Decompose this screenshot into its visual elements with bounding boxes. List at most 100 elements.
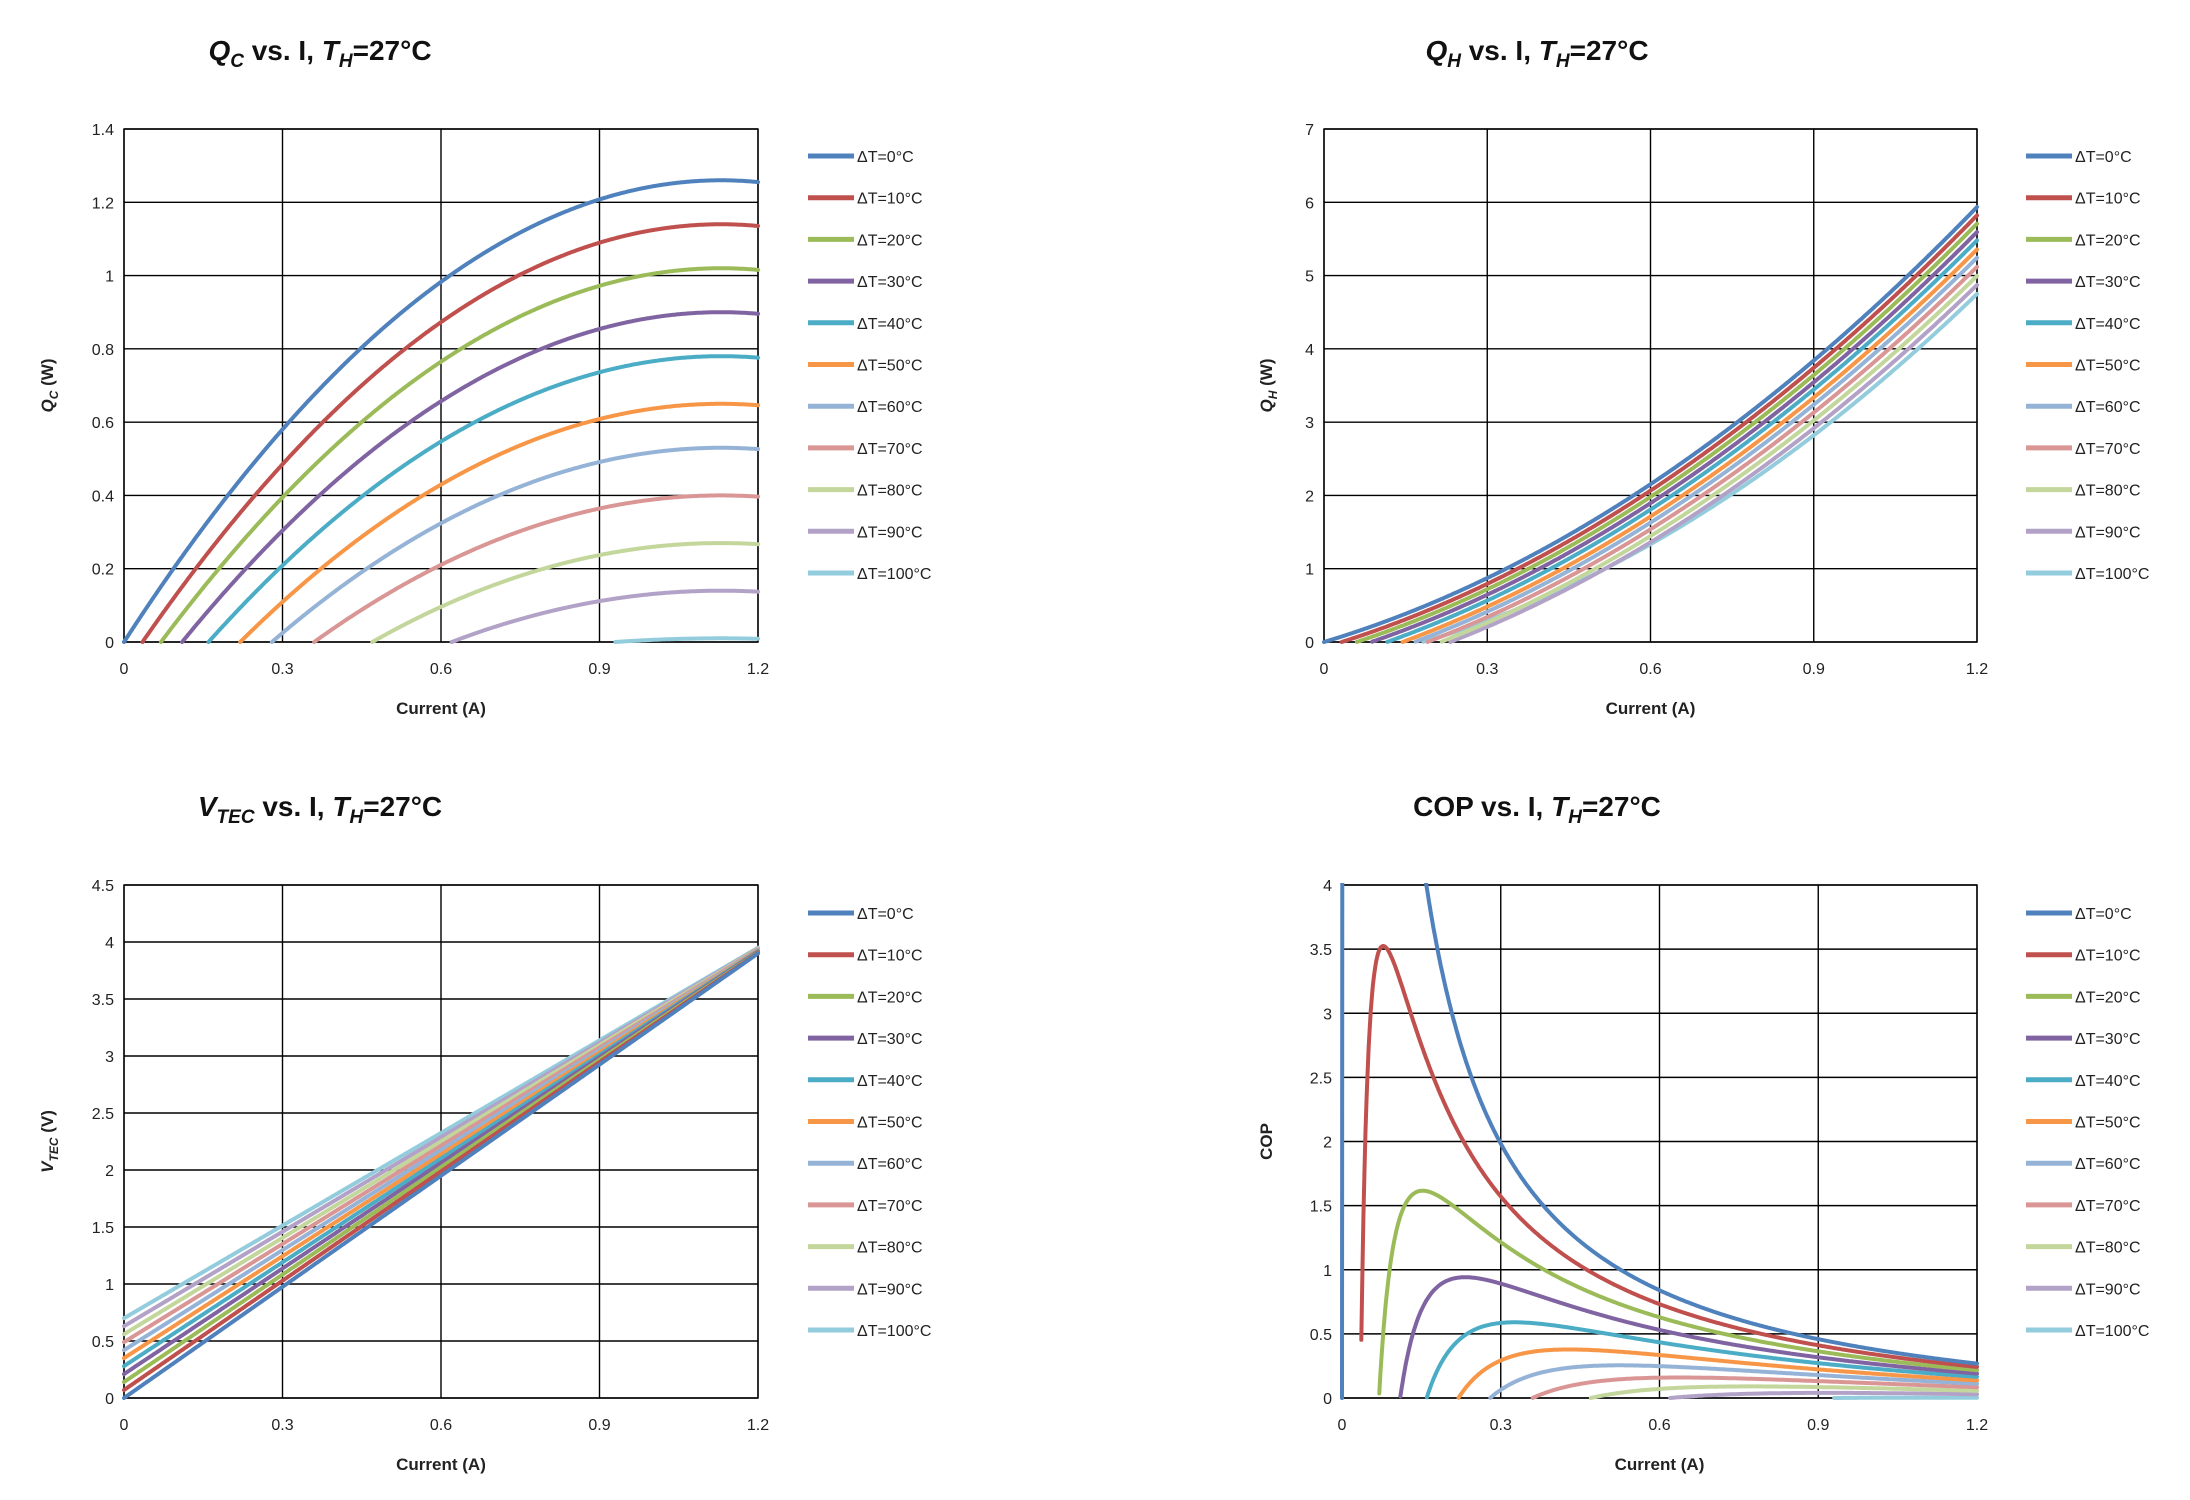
- title-part: H: [349, 807, 364, 828]
- x-tick-label: 0.6: [1639, 661, 1661, 678]
- plot-area: [123, 128, 759, 643]
- y-tick-label: 1.2: [92, 195, 114, 212]
- legend-label: ΔT=10°C: [857, 948, 923, 965]
- title-part: =27°C: [363, 791, 442, 822]
- chart-title: COP vs. I, TH=27°C: [1413, 791, 1661, 828]
- x-tick-label: 0.3: [1476, 661, 1498, 678]
- legend-label: ΔT=90°C: [2075, 524, 2141, 541]
- x-tick-label: 0.3: [271, 1417, 293, 1434]
- legend-label: ΔT=90°C: [857, 524, 923, 541]
- series-line-dt-50: [1400, 247, 1979, 644]
- x-tick-label: 0: [1320, 661, 1329, 678]
- y-label-unit: (W): [1257, 359, 1276, 391]
- legend-label: ΔT=20°C: [857, 232, 923, 249]
- x-axis-label: Current (A): [396, 699, 486, 718]
- y-tick-label: 2.5: [92, 1106, 114, 1123]
- y-tick-label: 3: [105, 1049, 114, 1066]
- x-tick-label: 0: [120, 1417, 129, 1434]
- y-tick-label: 0.2: [92, 562, 114, 579]
- legend-label: ΔT=40°C: [2075, 1073, 2141, 1090]
- series-line-dt-90: [1448, 283, 1979, 644]
- legend-label: ΔT=70°C: [2075, 1198, 2141, 1215]
- legend-label: ΔT=100°C: [2075, 566, 2149, 583]
- series-line-dt-10: [140, 222, 760, 644]
- y-tick-label: 0.4: [92, 488, 114, 505]
- legend: ΔT=0°C ΔT=10°C ΔT=20°C ΔT=30°C ΔT=40°C ΔT=50°…: [808, 149, 931, 583]
- legend-label: ΔT=30°C: [2075, 1031, 2141, 1048]
- legend-label: ΔT=30°C: [857, 274, 923, 291]
- legend-label: ΔT=70°C: [857, 1198, 923, 1215]
- legend-label: ΔT=100°C: [857, 566, 931, 583]
- y-tick-label: 1.5: [1310, 1199, 1332, 1216]
- series-line-dt-100: [613, 636, 760, 644]
- legend-label: ΔT=50°C: [2075, 1115, 2141, 1132]
- x-axis-label: Current (A): [396, 1455, 486, 1474]
- y-axis-label: QC (W): [38, 359, 61, 413]
- x-tick-label: 0.3: [271, 661, 293, 678]
- legend-label: ΔT=80°C: [857, 483, 923, 500]
- y-label-sub: TEC: [47, 1137, 61, 1161]
- legend-label: ΔT=90°C: [857, 1281, 923, 1298]
- series-line-dt-70: [312, 493, 760, 644]
- legend-label: ΔT=20°C: [2075, 232, 2141, 249]
- x-tick-label: 0.9: [1803, 661, 1825, 678]
- y-tick-label: 1: [105, 1277, 114, 1294]
- title-part: COP: [1413, 791, 1473, 822]
- series-line-dt-70: [1425, 264, 1979, 644]
- legend-label: ΔT=10°C: [2075, 191, 2141, 208]
- series-line-dt-20: [1377, 1188, 1979, 1396]
- legend-label: ΔT=40°C: [857, 316, 923, 333]
- legend-label: ΔT=60°C: [857, 1156, 923, 1173]
- legend-label: ΔT=80°C: [857, 1240, 923, 1257]
- y-tick-label: 0: [105, 635, 114, 652]
- series-line-dt-50: [1456, 1347, 1979, 1400]
- legend-label: ΔT=0°C: [2075, 906, 2132, 923]
- series-group: [1340, 883, 1979, 1400]
- y-tick-label: 1: [1323, 1263, 1332, 1280]
- y-tick-label: 0: [105, 1391, 114, 1408]
- x-tick-label: 1.2: [1966, 661, 1988, 678]
- y-tick-label: 4: [1305, 342, 1314, 359]
- x-tick-label: 0.3: [1490, 1417, 1512, 1434]
- series-line-dt-60: [1413, 255, 1979, 644]
- x-tick-label: 0.9: [588, 1417, 610, 1434]
- x-tick-label: 0.6: [430, 661, 452, 678]
- legend-label: ΔT=0°C: [857, 149, 914, 166]
- series-line-dt-10: [1339, 213, 1979, 644]
- legend-label: ΔT=100°C: [857, 1323, 931, 1340]
- series-line-dt-30: [1370, 230, 1979, 644]
- chart-cop: COP vs. I, TH=27°C 0 0.5 1 1.5 2 2.5 3 3.5 4 0 0.3 0…: [1257, 791, 2149, 1474]
- y-label-unit: (W): [38, 359, 57, 391]
- title-part: V: [198, 791, 219, 822]
- y-label-var: Q: [38, 399, 57, 412]
- series-line-dt-90: [1668, 1390, 1979, 1400]
- title-part: =27°C: [353, 35, 432, 66]
- title-part: T: [1551, 791, 1571, 822]
- legend-label: ΔT=20°C: [2075, 989, 2141, 1006]
- series-line-dt-60: [269, 445, 760, 644]
- series-line-dt-50: [238, 401, 760, 644]
- y-tick-label: 1: [1305, 562, 1314, 579]
- series-group: [122, 178, 760, 644]
- y-label-var: V: [38, 1160, 57, 1173]
- y-tick-label: 0.5: [92, 1334, 114, 1351]
- y-tick-label: 3: [1323, 1006, 1332, 1023]
- y-tick-label: 6: [1305, 195, 1314, 212]
- series-line-dt-30: [180, 310, 760, 644]
- plot-area: [1323, 128, 1978, 643]
- x-tick-label: 1.2: [1966, 1417, 1988, 1434]
- legend-label: ΔT=70°C: [2075, 441, 2141, 458]
- chart-vtec: VTEC vs. I, TH=27°C00.511.522.533.544.50…: [38, 791, 931, 1474]
- legend-label: ΔT=60°C: [2075, 399, 2141, 416]
- title-part: Q: [208, 35, 230, 66]
- y-label-var: Q: [1257, 399, 1276, 412]
- series-line-dt-10: [1359, 944, 1979, 1369]
- x-tick-label: 0.6: [430, 1417, 452, 1434]
- title-part: =27°C: [1582, 791, 1661, 822]
- legend-label: ΔT=80°C: [2075, 1240, 2141, 1257]
- series-line-dt-70: [1530, 1375, 1979, 1400]
- series-line-dt-80: [1588, 1384, 1979, 1400]
- y-tick-label: 2.5: [1310, 1070, 1332, 1087]
- y-tick-label: 0.5: [1310, 1327, 1332, 1344]
